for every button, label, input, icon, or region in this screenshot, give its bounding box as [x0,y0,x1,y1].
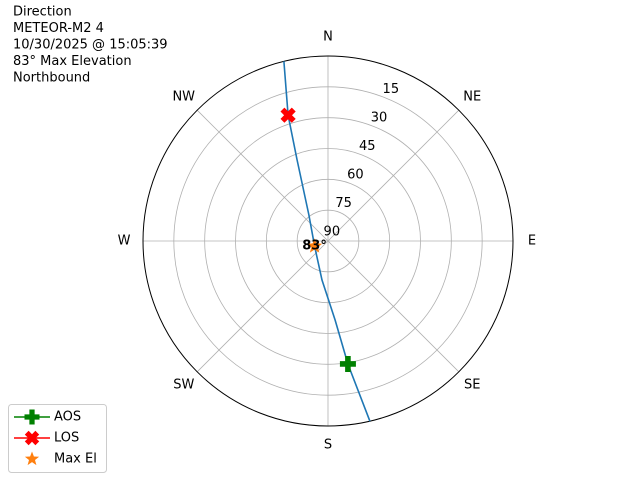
grid-spoke [327,240,460,373]
angle-label: NE [463,89,481,104]
r-tick-label: 60 [347,167,364,182]
grid-spoke [327,109,460,242]
legend-marker [24,409,40,425]
angle-label: N [323,30,333,45]
r-tick-label: 45 [359,139,376,154]
marker-plus [339,355,356,372]
grid-spoke [196,240,329,373]
r-tick-label: 15 [383,82,400,97]
legend-marker [24,430,40,446]
info-line: Northbound [13,71,90,86]
angle-label: W [118,234,131,249]
legend-marker [24,451,40,466]
grid-spoke [196,109,329,242]
marker-star [307,238,323,253]
polar-frame [142,55,514,427]
r-tick-label: 30 [371,110,388,125]
r-tick-label: 75 [335,196,352,211]
marker-x [280,107,296,123]
info-line: Direction [13,5,72,20]
value-label: 83° [302,239,327,254]
angle-label: SE [464,378,480,393]
info-line: 10/30/2025 @ 15:05:39 [13,38,168,53]
legend-label: LOS [54,431,79,446]
info-line: 83° Max Elevation [13,54,132,69]
r-tick-label: 90 [324,224,341,239]
angle-label: S [324,438,332,453]
angle-label: NW [172,89,195,104]
angle-label: SW [173,378,194,393]
legend-label: Max El [54,452,97,467]
info-line: METEOR-M2 4 [13,21,104,36]
legend-label: AOS [54,410,81,425]
angle-label: E [528,234,536,249]
